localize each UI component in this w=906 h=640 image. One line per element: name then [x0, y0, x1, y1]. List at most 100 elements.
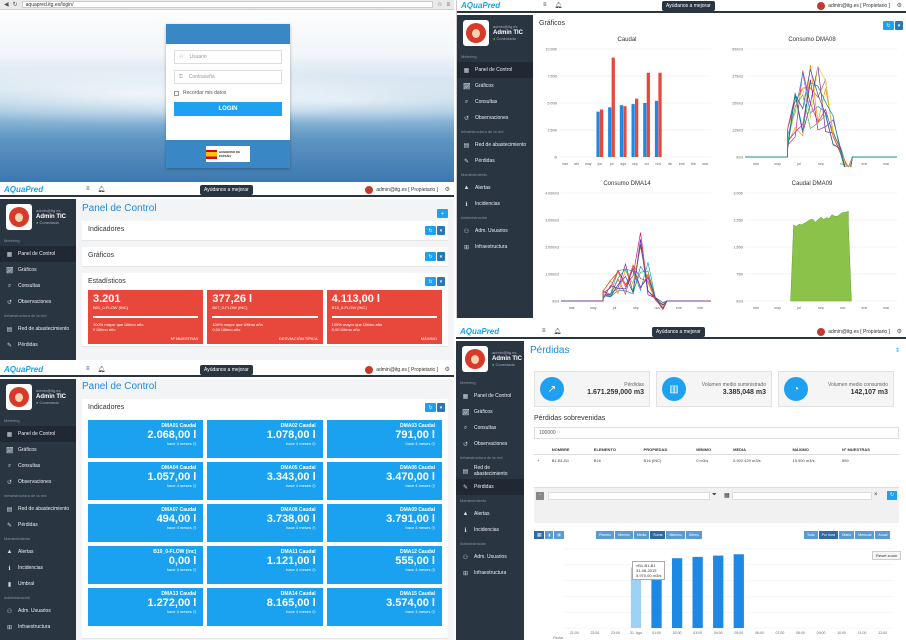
app-logo[interactable]: AQuaPred [461, 1, 501, 10]
table-row[interactable]: + B1-B1-B1 B16 B16 (INC) 0 m3/s 5.902.429 m3/… [534, 455, 899, 467]
filter-icon[interactable]: ⏷ [712, 492, 717, 498]
user-menu[interactable]: admin@itg.es [ Propietario ] [816, 1, 890, 11]
sidebar-item-red[interactable]: ▤ Red de abastecimiento [463, 142, 527, 149]
login-button[interactable]: LOGIN [174, 102, 282, 116]
sidebar-item-observaciones[interactable]: ↺ Observaciones [463, 115, 509, 122]
aggregation-button[interactable]: Primero [596, 531, 616, 539]
aggregation-button[interactable]: Último [685, 531, 703, 539]
sidebar-item-usuarios[interactable]: ⚇ Adm. Usuarios [463, 228, 508, 235]
hamburger-icon[interactable]: ≡ [86, 186, 90, 192]
hamburger-icon[interactable]: ≡ [542, 328, 546, 334]
hamburger-icon[interactable]: ≡ [543, 2, 547, 8]
sidebar-item-incidencias[interactable]: ℹ Incidencias [457, 196, 533, 212]
back-icon[interactable]: ◀ [4, 2, 9, 8]
user-menu[interactable]: admin@itg.es [ Propietario ] [364, 185, 438, 195]
refresh-button[interactable]: ↻ [883, 21, 894, 30]
help-button[interactable]: Ayúdanos a mejorar [662, 1, 715, 11]
table-icon[interactable]: ▤ [554, 531, 565, 539]
column-header[interactable]: PROPIEDAD [640, 445, 694, 455]
menu-icon[interactable]: ≡ [446, 1, 450, 8]
indicator-tile[interactable]: DMA11 Caudal 1.121,00 l hace 4 meses ◷ [207, 546, 323, 584]
bell-icon[interactable]: 🔔︎ [554, 3, 563, 9]
gear-icon[interactable]: ⚙ [896, 329, 902, 335]
dropdown-button[interactable]: ▾ [437, 252, 445, 261]
refresh-button[interactable]: ↻ [887, 491, 897, 500]
expand-icon[interactable]: ⇕ [894, 348, 900, 354]
help-button[interactable]: Ayúdanos a mejorar [200, 185, 253, 195]
sidebar-item-alertas[interactable]: ▲ Alertas [463, 185, 491, 191]
threshold-input[interactable]: 100000 [534, 427, 899, 439]
password-field[interactable]: ⚿ Contraseña [174, 70, 282, 84]
gear-icon[interactable]: ⚙ [896, 3, 902, 9]
sidebar-item-incidencias[interactable]: ℹ Incidencias [0, 560, 76, 576]
username-field[interactable]: ⚇ Usuario [174, 50, 282, 64]
column-header[interactable]: MÍNIMO [693, 445, 731, 455]
sidebar-item-consultas[interactable]: ⌕ Consultas [7, 462, 41, 470]
sidebar-item-infraestructura[interactable]: ⊞ Infraestructura [6, 624, 51, 631]
bar-chart-icon[interactable]: ▮ [545, 531, 555, 539]
sidebar-item-usuarios[interactable]: ⚇ Adm. Usuarios [462, 554, 507, 561]
sidebar-item-graficos[interactable]: 📈︎ Gráficos [6, 447, 37, 454]
sidebar-item-panel[interactable]: ▦ Panel de Control [457, 62, 533, 78]
indicator-tile[interactable]: DMA03 Caudal 791,00 l hace 4 meses ◷ [326, 420, 442, 458]
period-button[interactable]: Por hora [818, 531, 840, 539]
period-button[interactable]: Todo [804, 531, 819, 539]
reset-zoom-button[interactable]: Reset zoom [872, 551, 902, 560]
gear-icon[interactable]: ⚙ [444, 367, 450, 373]
column-header[interactable]: NOMBRE [548, 445, 591, 455]
dropdown-button[interactable]: ▾ [437, 226, 445, 235]
indicator-tile[interactable]: DMA04 Caudal 1.057,00 l hace 4 meses ◷ [88, 462, 204, 500]
aggregation-button[interactable]: Máximo [666, 531, 686, 539]
help-button[interactable]: Ayúdanos a mejorar [200, 365, 253, 375]
sidebar-item-consultas[interactable]: ⌕ Consultas [464, 98, 498, 106]
user-menu[interactable]: admin@itg.es [ Propietario ] [364, 365, 438, 375]
indicator-tile[interactable]: DMA15 Caudal 3.574,00 l hace 4 meses ◷ [326, 588, 442, 626]
user-menu[interactable]: admin@itg.es [ Propietario ] [816, 327, 890, 337]
sidebar-item-graficos[interactable]: 📈︎ Gráficos [6, 267, 37, 274]
help-button[interactable]: Ayúdanos a mejorar [652, 327, 705, 337]
sidebar-item-consultas[interactable]: ⌕ Consultas [7, 282, 41, 290]
aggregation-button[interactable]: Media [633, 531, 651, 539]
remember-checkbox[interactable]: Recordar mis datos [174, 90, 282, 96]
hamburger-icon[interactable]: ≡ [86, 366, 90, 372]
bell-icon[interactable]: 🔔︎ [553, 329, 562, 335]
calendar-icon[interactable]: ▦ [724, 493, 730, 499]
sidebar-item-graficos[interactable]: 📈︎ Gráficos [462, 409, 493, 416]
indicator-tile[interactable]: DMA13 Caudal 1.272,00 l hace 4 meses ◷ [88, 588, 204, 626]
sidebar-item-infraestructura[interactable]: ⊞ Infraestructura [463, 244, 508, 251]
sidebar-item-incidencias[interactable]: ℹ Incidencias [456, 522, 524, 538]
column-header[interactable]: Nº MUESTRAS [838, 445, 899, 455]
app-logo[interactable]: AQuaPred [460, 327, 500, 336]
period-button[interactable]: Anual [875, 531, 892, 539]
indicator-tile[interactable]: DMA02 Caudal 1.078,00 l hace 4 meses ◷ [207, 420, 323, 458]
aggregation-button[interactable]: Suma [650, 531, 667, 539]
bell-icon[interactable]: 🔔︎ [97, 187, 106, 193]
indicator-tile[interactable]: DMA01 Caudal 2.068,00 l hace 4 meses ◷ [88, 420, 204, 458]
period-button[interactable]: Mensual [855, 531, 876, 539]
period-button[interactable]: Diario [839, 531, 856, 539]
indicator-tile[interactable]: DMA14 Caudal 8.165,00 l hace 4 meses ◷ [207, 588, 323, 626]
column-header[interactable]: MEDIA [730, 445, 790, 455]
sidebar-item-observaciones[interactable]: ↺ Observaciones [6, 299, 52, 306]
sidebar-item-alertas[interactable]: ▲ Alertas [462, 511, 490, 517]
url-field[interactable]: aquapred.itg.es/login/ [21, 1, 434, 8]
sidebar-item-infraestructura[interactable]: ⊞ Infraestructura [462, 570, 507, 577]
reload-icon[interactable]: ↻ [12, 2, 18, 8]
sidebar-item-perdidas[interactable]: ✎ Pérdidas [463, 158, 495, 165]
app-logo[interactable]: AQuaPred [4, 365, 44, 374]
sidebar-item-perdidas[interactable]: ✎ Pérdidas [456, 479, 524, 495]
indicator-tile[interactable]: DMA08 Caudal 3.738,00 l hace 4 meses ◷ [207, 504, 323, 542]
sidebar-item-panel[interactable]: ▦ Panel de Control [462, 393, 512, 400]
date-from-field[interactable] [548, 492, 710, 500]
app-logo[interactable]: AQuaPred [4, 185, 44, 194]
indicator-tile[interactable]: DMA05 Caudal 3.343,00 l hace 4 meses ◷ [207, 462, 323, 500]
sidebar-item-red[interactable]: ▤ Red de abastecimiento [6, 506, 70, 513]
refresh-button[interactable]: ↻ [425, 252, 436, 261]
sidebar-item-observaciones[interactable]: ↺ Observaciones [6, 479, 52, 486]
date-to-field[interactable] [732, 492, 872, 500]
add-button[interactable]: + [437, 209, 448, 218]
refresh-button[interactable]: ↻ [425, 226, 436, 235]
sidebar-item-red[interactable]: ▤ Red de abastecimiento [6, 326, 70, 333]
aggregation-button[interactable]: Mínimo [615, 531, 634, 539]
sidebar-item-alertas[interactable]: ▲ Alertas [6, 549, 34, 555]
